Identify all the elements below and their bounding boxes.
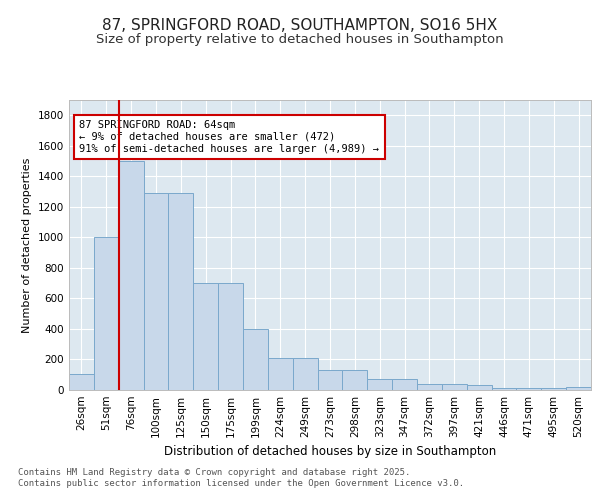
Bar (566, 387, 591, 390)
Bar (467, 386, 491, 390)
Text: Contains HM Land Registry data © Crown copyright and database right 2025.
Contai: Contains HM Land Registry data © Crown c… (18, 468, 464, 487)
Bar (392, 380, 417, 390)
Y-axis label: Number of detached properties: Number of detached properties (22, 158, 32, 332)
Bar (193, 283, 218, 390)
Bar (69, 374, 94, 390)
Text: 87 SPRINGFORD ROAD: 64sqm
← 9% of detached houses are smaller (472)
91% of semi-: 87 SPRINGFORD ROAD: 64sqm ← 9% of detach… (79, 120, 379, 154)
Text: Size of property relative to detached houses in Southampton: Size of property relative to detached ho… (96, 32, 504, 46)
Bar (94, 238, 119, 390)
Bar (293, 358, 317, 390)
Bar (367, 380, 392, 390)
Bar (417, 384, 442, 390)
Text: 87, SPRINGFORD ROAD, SOUTHAMPTON, SO16 5HX: 87, SPRINGFORD ROAD, SOUTHAMPTON, SO16 5… (103, 18, 497, 32)
Bar (491, 388, 517, 390)
Bar (317, 370, 343, 390)
Bar (442, 384, 467, 390)
Bar (517, 388, 541, 390)
X-axis label: Distribution of detached houses by size in Southampton: Distribution of detached houses by size … (164, 446, 496, 458)
Bar (143, 193, 169, 390)
Bar (119, 161, 143, 390)
Bar (243, 329, 268, 390)
Bar (268, 358, 293, 390)
Bar (218, 283, 243, 390)
Bar (541, 388, 566, 390)
Bar (169, 193, 193, 390)
Bar (343, 370, 367, 390)
